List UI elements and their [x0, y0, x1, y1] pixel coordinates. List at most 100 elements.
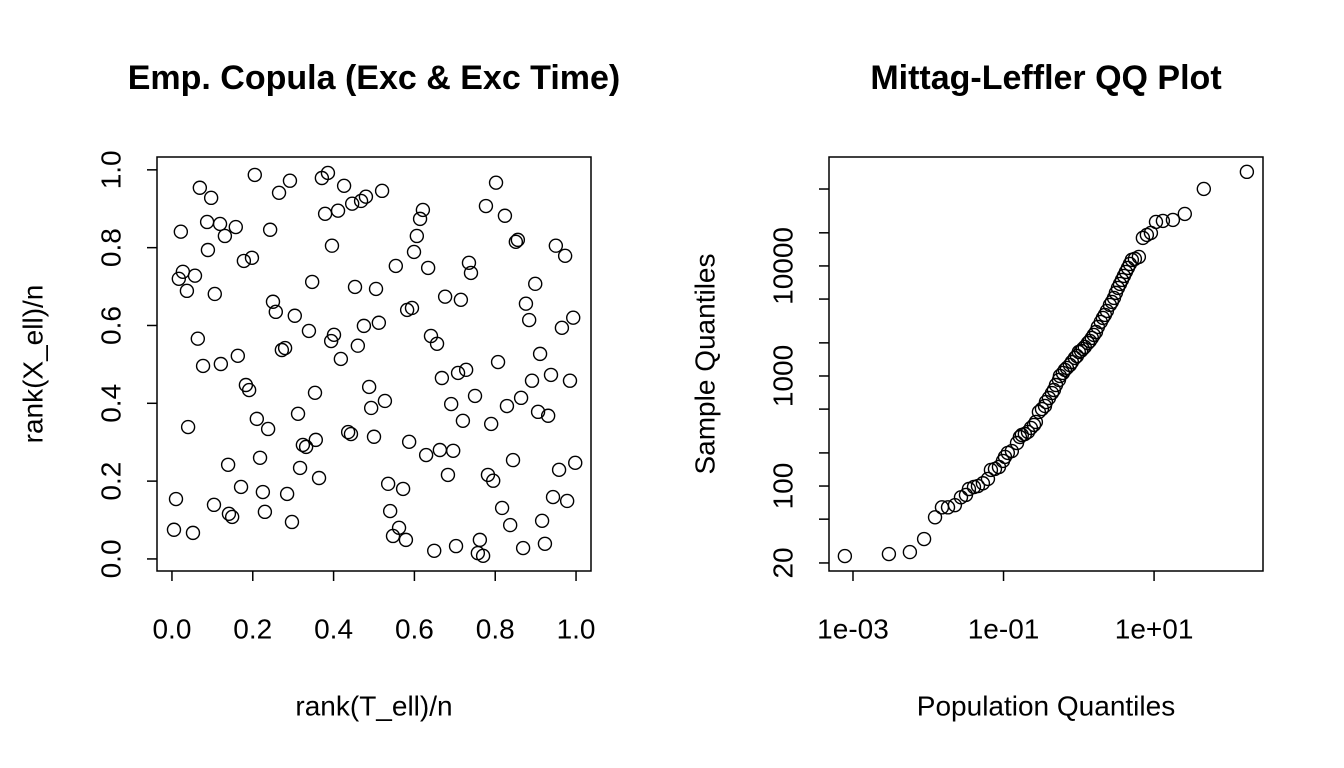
- point: [940, 500, 956, 515]
- point: [524, 373, 540, 388]
- point: [353, 193, 369, 209]
- point: [203, 190, 219, 206]
- point: [311, 470, 327, 486]
- point: [366, 429, 382, 444]
- point: [1148, 214, 1164, 230]
- y-tick-label: 0.8: [95, 228, 126, 267]
- point: [371, 315, 387, 330]
- point: [168, 491, 184, 507]
- point: [458, 362, 474, 378]
- point: [217, 228, 233, 244]
- point: [200, 242, 216, 258]
- point: [368, 281, 384, 297]
- point: [292, 460, 308, 476]
- point: [557, 248, 573, 264]
- point: [220, 457, 236, 472]
- point: [432, 442, 448, 458]
- point: [221, 506, 237, 522]
- point: [502, 517, 518, 533]
- point: [199, 214, 215, 230]
- point: [518, 296, 534, 311]
- point: [388, 258, 404, 274]
- point: [308, 432, 324, 448]
- point: [307, 385, 323, 400]
- plot-frame: [156, 156, 592, 572]
- point: [409, 228, 425, 244]
- point: [382, 503, 398, 519]
- point: [344, 196, 360, 211]
- point: [837, 548, 853, 564]
- point: [418, 447, 434, 463]
- x-tick-label: 1e+01: [1115, 613, 1194, 644]
- point: [463, 265, 479, 281]
- point: [521, 312, 537, 328]
- point: [326, 327, 342, 343]
- point: [171, 271, 187, 286]
- point: [395, 481, 411, 497]
- point: [236, 253, 252, 269]
- point: [490, 354, 506, 370]
- point: [262, 222, 278, 237]
- point: [282, 173, 298, 188]
- point: [228, 219, 243, 235]
- y-tick-label: 100: [767, 463, 798, 510]
- chart-title: Mittag-Leffler QQ Plot: [870, 59, 1221, 97]
- point: [301, 323, 317, 339]
- chart-title: Emp. Copula (Exc & Exc Time): [128, 59, 621, 97]
- point: [166, 522, 182, 537]
- point: [244, 250, 260, 265]
- point: [233, 479, 249, 495]
- point: [515, 540, 531, 556]
- x-axis-label: Population Quantiles: [917, 690, 1175, 721]
- point: [1034, 401, 1050, 417]
- point: [249, 411, 265, 427]
- point: [268, 304, 284, 320]
- point: [257, 504, 273, 520]
- point: [566, 310, 581, 325]
- point: [478, 198, 494, 214]
- point: [916, 531, 932, 547]
- point: [1135, 230, 1151, 246]
- point: [330, 203, 346, 218]
- point: [1028, 414, 1044, 430]
- point: [380, 476, 396, 492]
- x-tick-label: 1e-01: [968, 613, 1040, 644]
- y-tick-label: 1.0: [95, 150, 126, 189]
- x-tick-label: 1e-03: [817, 613, 889, 644]
- y-tick-label: 0.6: [95, 306, 126, 345]
- point: [513, 390, 529, 406]
- point: [406, 244, 422, 260]
- point: [568, 455, 583, 471]
- point: [333, 351, 349, 367]
- point: [483, 416, 499, 432]
- point: [255, 484, 271, 500]
- point: [881, 546, 897, 562]
- point: [446, 443, 461, 458]
- y-axis-label: Sample Quantiles: [689, 253, 720, 474]
- point: [540, 408, 556, 423]
- point: [1155, 213, 1171, 229]
- point: [455, 413, 471, 429]
- point: [1044, 385, 1060, 401]
- y-tick-label: 0.0: [95, 539, 126, 578]
- point: [528, 276, 543, 292]
- point: [343, 426, 359, 442]
- point: [185, 525, 201, 541]
- point: [173, 224, 189, 239]
- x-axis-label: rank(T_ell)/n: [295, 690, 452, 721]
- point: [279, 486, 295, 502]
- point: [980, 471, 996, 487]
- point: [401, 434, 417, 450]
- point: [975, 476, 991, 491]
- point: [1165, 212, 1181, 228]
- point: [548, 238, 564, 253]
- point: [252, 450, 268, 465]
- x-tick-label: 0.8: [476, 613, 515, 644]
- point: [537, 536, 553, 551]
- point: [497, 208, 513, 223]
- point: [562, 373, 578, 388]
- point: [247, 167, 262, 183]
- point: [241, 382, 257, 398]
- point: [363, 400, 379, 416]
